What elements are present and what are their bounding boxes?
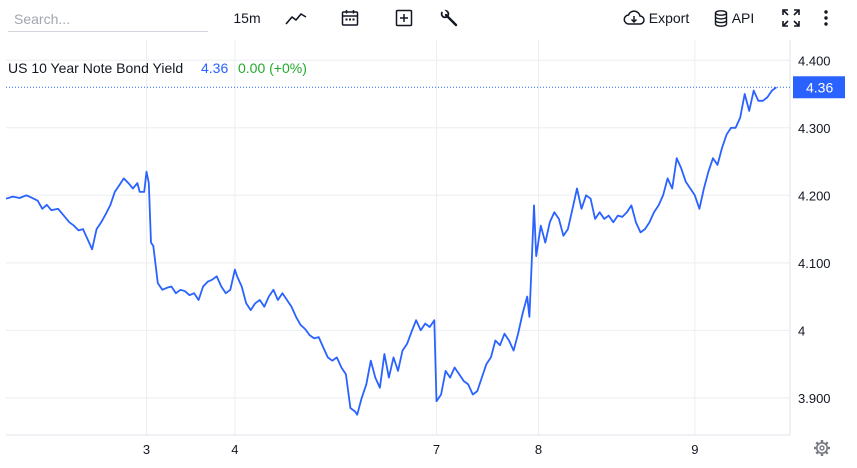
more-options-button[interactable] xyxy=(816,4,836,32)
add-indicator-button[interactable] xyxy=(391,4,417,32)
price-chart[interactable]: US 10 Year Note Bond Yield 4.36 0.00 (+0… xyxy=(0,38,857,463)
y-tick-label: 4.300 xyxy=(798,121,831,136)
calendar-button[interactable] xyxy=(337,4,363,32)
x-tick-label: 3 xyxy=(143,442,150,457)
api-label: API xyxy=(731,10,755,26)
y-tick-label: 4.100 xyxy=(798,256,831,271)
last-price-badge-bg xyxy=(793,76,845,99)
legend-change: 0.00 (+0%) xyxy=(238,60,307,76)
last-price-badge: 4.36 xyxy=(793,76,845,99)
chart-area[interactable]: US 10 Year Note Bond Yield 4.36 0.00 (+0… xyxy=(0,38,857,463)
last-price-badge-text: 4.36 xyxy=(806,79,833,95)
axis-settings-button[interactable] xyxy=(814,440,830,456)
series-line-us10y xyxy=(5,86,777,416)
search-input[interactable] xyxy=(8,6,208,32)
more-vertical-icon xyxy=(824,10,828,26)
legend-symbol-name: US 10 Year Note Bond Yield xyxy=(8,60,183,76)
x-axis: 3 4 7 8 9 xyxy=(6,434,790,457)
export-label: Export xyxy=(648,10,690,26)
cloud-download-icon xyxy=(623,10,645,25)
settings-wrench-button[interactable] xyxy=(436,4,462,32)
chart-grid xyxy=(6,40,790,435)
y-tick-label: 4.400 xyxy=(798,53,831,68)
x-tick-label: 7 xyxy=(433,442,440,457)
add-indicator-icon xyxy=(395,9,413,27)
fullscreen-icon xyxy=(782,9,800,27)
x-tick-label: 9 xyxy=(691,442,698,457)
chart-toolbar: 15m xyxy=(0,0,857,38)
legend-last-value: 4.36 xyxy=(201,60,228,76)
fullscreen-button[interactable] xyxy=(778,4,804,32)
chart-type-button[interactable] xyxy=(282,4,310,32)
y-tick-label: 3.900 xyxy=(798,391,831,406)
gear-icon xyxy=(814,440,830,456)
x-tick-label: 8 xyxy=(535,442,542,457)
y-tick-label: 4.200 xyxy=(798,188,831,203)
interval-button[interactable]: 15m xyxy=(228,4,266,32)
chart-legend: US 10 Year Note Bond Yield 4.36 0.00 (+0… xyxy=(8,60,307,76)
wrench-icon xyxy=(440,9,458,27)
api-button[interactable]: API xyxy=(709,4,759,32)
interval-label: 15m xyxy=(233,10,261,26)
y-tick-label: 4 xyxy=(798,323,805,338)
y-axis[interactable]: 4.400 4.300 4.200 4.100 4 3.900 xyxy=(789,40,831,435)
export-button[interactable]: Export xyxy=(618,4,694,32)
database-icon xyxy=(714,9,727,27)
calendar-icon xyxy=(341,10,359,26)
chart-type-icon xyxy=(285,13,307,25)
x-tick-label: 4 xyxy=(231,442,238,457)
